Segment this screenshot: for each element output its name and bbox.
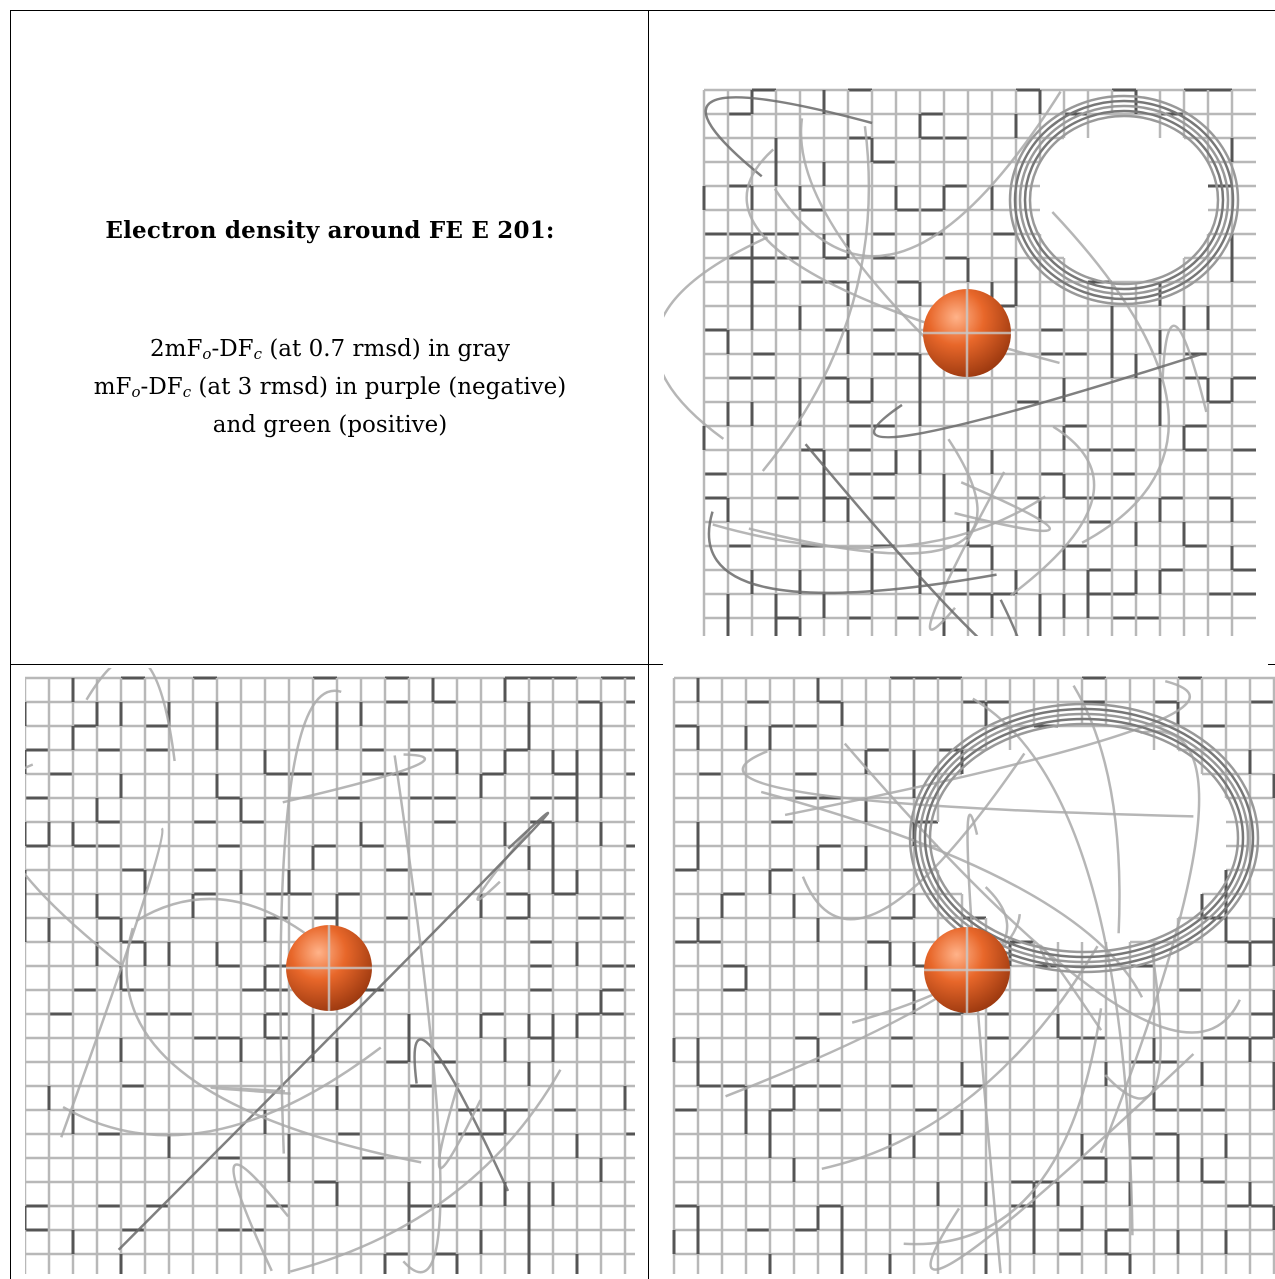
- density-mesh-top-right: [664, 88, 1256, 636]
- caption-cell: Electron density around FE E 201: 2mFo-D…: [12, 12, 648, 662]
- caption-line-2: mFo-DFc (at 3 rmsd) in purple (negative): [93, 374, 567, 401]
- caption-line-3: and green (positive): [212, 412, 448, 438]
- caption-line-1: 2mFo-DFc (at 0.7 rmsd) in gray: [150, 336, 510, 363]
- density-mesh-bottom-right: [672, 676, 1275, 1274]
- grid-border-top: [10, 10, 1275, 11]
- density-grid: [672, 676, 1275, 1274]
- atom-overlay-mesh: [286, 925, 372, 1011]
- density-contours: [25, 668, 562, 1274]
- caption-title: Electron density around FE E 201:: [105, 217, 555, 244]
- density-grid: [25, 676, 635, 1274]
- density-panel-top-right: [664, 30, 1275, 636]
- density-contours: [725, 679, 1260, 1274]
- density-panel-bottom-right: [664, 668, 1275, 1274]
- density-panel-bottom-left: [25, 668, 635, 1274]
- grid-divider-horizontal-right: [1268, 664, 1275, 665]
- density-mesh-bottom-left: [25, 668, 635, 1274]
- atom-overlay-mesh: [924, 927, 1010, 1013]
- grid-divider-horizontal-left: [10, 664, 663, 665]
- grid-divider-vertical: [648, 10, 649, 1279]
- atom-overlay-mesh: [923, 289, 1011, 377]
- grid-border-left: [10, 10, 11, 1279]
- density-grid: [702, 88, 1256, 636]
- caption-body: 2mFo-DFc (at 0.7 rmsd) in gray mFo-DFc (…: [12, 330, 648, 444]
- density-contours: [664, 90, 1240, 636]
